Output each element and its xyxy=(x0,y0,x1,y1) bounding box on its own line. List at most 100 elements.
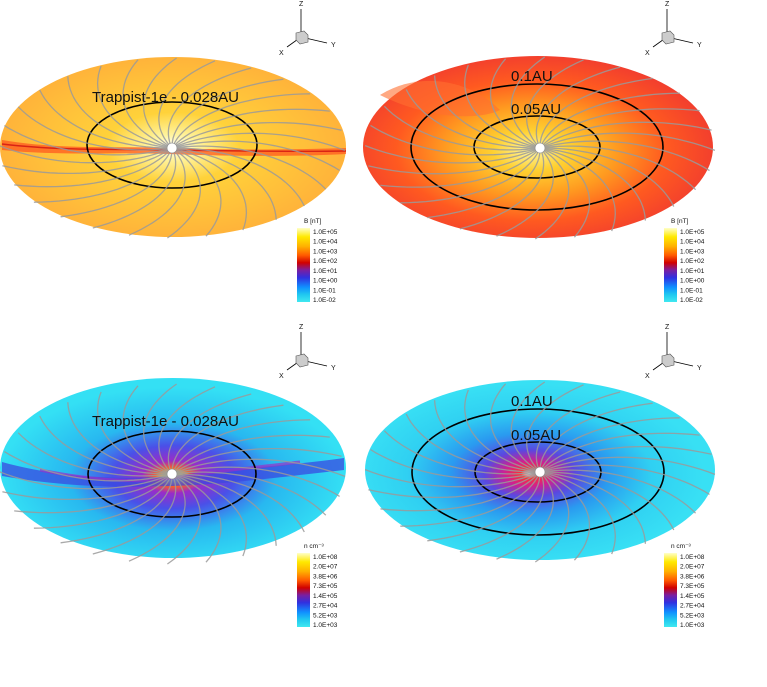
colorbar-tick-label: 1.0E+04 xyxy=(680,239,705,246)
colorbar-tick-label: 1.0E+03 xyxy=(313,248,338,255)
field-line xyxy=(14,475,171,514)
colorbar-tick-label: 1.0E+08 xyxy=(680,554,705,561)
colorbar-scale xyxy=(664,228,677,302)
colorbar-tick-label: 1.0E+01 xyxy=(313,268,338,275)
field-line xyxy=(380,150,539,188)
field-line xyxy=(545,471,647,544)
field-line xyxy=(96,391,168,474)
axis-y-label: Y xyxy=(331,365,336,372)
axis-z-label: Z xyxy=(665,1,670,8)
field-line xyxy=(4,125,168,156)
field-line xyxy=(177,147,305,207)
field-line xyxy=(122,385,169,473)
field-line xyxy=(545,471,675,531)
orbit-ring-outer xyxy=(411,408,665,536)
colorbar-tick-label: 1.0E-02 xyxy=(313,297,336,304)
colorbar-title: B [nT] xyxy=(671,218,689,225)
field-line xyxy=(400,474,540,527)
field-line xyxy=(535,66,621,146)
field-line xyxy=(543,473,591,561)
colorbar-scale xyxy=(297,553,310,627)
field-line xyxy=(39,415,167,475)
high-field-patch xyxy=(380,80,500,117)
colorbar-tick-label: 1.4E+05 xyxy=(313,593,338,600)
field-line xyxy=(175,458,346,478)
axis-x-label: X xyxy=(645,373,650,380)
colorbar-tick-label: 1.0E+00 xyxy=(680,278,705,285)
field-line xyxy=(33,150,172,203)
colorbar-scale xyxy=(297,228,310,302)
field-line xyxy=(14,149,171,188)
field-line xyxy=(67,76,167,149)
field-line xyxy=(177,145,327,190)
field-line xyxy=(158,386,216,473)
field-lines xyxy=(364,381,716,563)
colorbar-tick-label: 5.2E+03 xyxy=(680,612,705,619)
field-line xyxy=(17,432,167,477)
field-line xyxy=(545,147,675,207)
colorbar-tick-label: 5.2E+03 xyxy=(313,612,338,619)
field-line xyxy=(60,150,173,218)
axis-z-label: Z xyxy=(299,324,304,331)
star-core xyxy=(166,142,178,154)
field-line xyxy=(167,149,201,239)
field-line xyxy=(526,59,584,146)
axis-y-label: Y xyxy=(331,42,336,49)
colorbar-tick-label: 1.0E+05 xyxy=(680,229,705,236)
field-line xyxy=(143,57,177,147)
field-line xyxy=(427,474,541,542)
field-line xyxy=(541,432,700,471)
field-line xyxy=(510,56,546,147)
field-line xyxy=(545,469,697,514)
field-line xyxy=(167,393,252,472)
colorbar-tick-label: 1.0E-01 xyxy=(680,287,703,294)
field-line xyxy=(534,473,570,563)
field-line xyxy=(544,148,616,232)
colorbar-tick-label: 1.0E+03 xyxy=(680,248,705,255)
colorbar-tick-label: 1.0E+02 xyxy=(313,258,338,265)
field-line xyxy=(543,149,591,238)
colorbar-tick-label: 1.0E+02 xyxy=(680,258,705,265)
field-line xyxy=(464,389,536,472)
field-line xyxy=(541,108,700,146)
field-line xyxy=(459,150,545,230)
field-line xyxy=(177,473,305,533)
colorbar-tick-label: 1.0E+03 xyxy=(313,622,338,629)
panel-bottom-right: 0.1AU 0.05AU xyxy=(364,380,716,563)
axis-x-label: X xyxy=(645,50,650,57)
field-line xyxy=(176,466,340,497)
colorbar-title: n cm⁻³ xyxy=(304,543,325,550)
field-line xyxy=(17,106,167,151)
colorbar-title: B [nT] xyxy=(304,218,322,225)
colorbar-tick-label: 2.7E+04 xyxy=(313,603,338,610)
field-line xyxy=(0,145,169,164)
field-line xyxy=(167,67,252,146)
colorbar-tick-label: 7.3E+05 xyxy=(313,583,338,590)
field-line xyxy=(370,124,536,156)
field-line xyxy=(433,75,535,149)
colorbar-tick-label: 7.3E+05 xyxy=(680,583,705,590)
field-line xyxy=(177,473,277,546)
field-line xyxy=(368,473,538,499)
colorbar-bottom-right: n cm⁻³ 1.0E+08 2.0E+07 3.8E+06 7.3E+05 1.4E+… xyxy=(664,543,705,629)
colorbar-tick-label: 1.0E+04 xyxy=(313,239,338,246)
field-line xyxy=(177,471,327,516)
star-core xyxy=(534,142,546,154)
field-line xyxy=(176,474,248,557)
colorbar-tick-label: 3.8E+06 xyxy=(313,573,338,580)
field-line xyxy=(368,149,538,175)
field-line xyxy=(174,121,342,147)
field-line xyxy=(128,149,186,236)
axis-z-label: Z xyxy=(665,324,670,331)
axis-x-label: X xyxy=(279,50,284,57)
axis-y-label: Y xyxy=(697,42,702,49)
colorbar-scale xyxy=(664,553,677,627)
field-line xyxy=(176,140,340,171)
colorbar-tick-label: 1.0E-02 xyxy=(680,297,703,304)
field-line xyxy=(143,383,177,473)
field-lines xyxy=(364,56,716,240)
field-line xyxy=(175,149,222,237)
orbit-label-outer: 0.1AU xyxy=(511,68,553,85)
field-line xyxy=(128,475,186,562)
